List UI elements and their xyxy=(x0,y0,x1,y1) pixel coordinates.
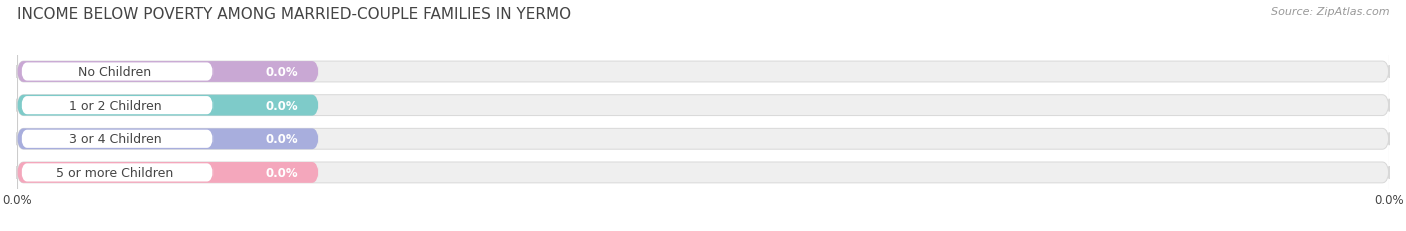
Text: 0.0%: 0.0% xyxy=(266,166,298,179)
FancyBboxPatch shape xyxy=(17,129,319,149)
FancyBboxPatch shape xyxy=(17,162,319,183)
FancyBboxPatch shape xyxy=(21,130,214,148)
Text: 5 or more Children: 5 or more Children xyxy=(56,166,173,179)
FancyBboxPatch shape xyxy=(21,63,214,81)
FancyBboxPatch shape xyxy=(17,95,1389,116)
Text: 0.0%: 0.0% xyxy=(266,99,298,112)
FancyBboxPatch shape xyxy=(17,62,1389,82)
FancyBboxPatch shape xyxy=(17,95,319,116)
Text: Source: ZipAtlas.com: Source: ZipAtlas.com xyxy=(1271,7,1389,17)
Text: 0.0%: 0.0% xyxy=(266,66,298,79)
Text: 0.0%: 0.0% xyxy=(266,133,298,146)
FancyBboxPatch shape xyxy=(17,62,319,82)
FancyBboxPatch shape xyxy=(17,162,1389,183)
FancyBboxPatch shape xyxy=(21,97,214,115)
Text: 1 or 2 Children: 1 or 2 Children xyxy=(69,99,162,112)
FancyBboxPatch shape xyxy=(17,129,1389,149)
Text: 3 or 4 Children: 3 or 4 Children xyxy=(69,133,162,146)
Text: INCOME BELOW POVERTY AMONG MARRIED-COUPLE FAMILIES IN YERMO: INCOME BELOW POVERTY AMONG MARRIED-COUPL… xyxy=(17,7,571,22)
FancyBboxPatch shape xyxy=(21,164,214,182)
Text: No Children: No Children xyxy=(79,66,152,79)
